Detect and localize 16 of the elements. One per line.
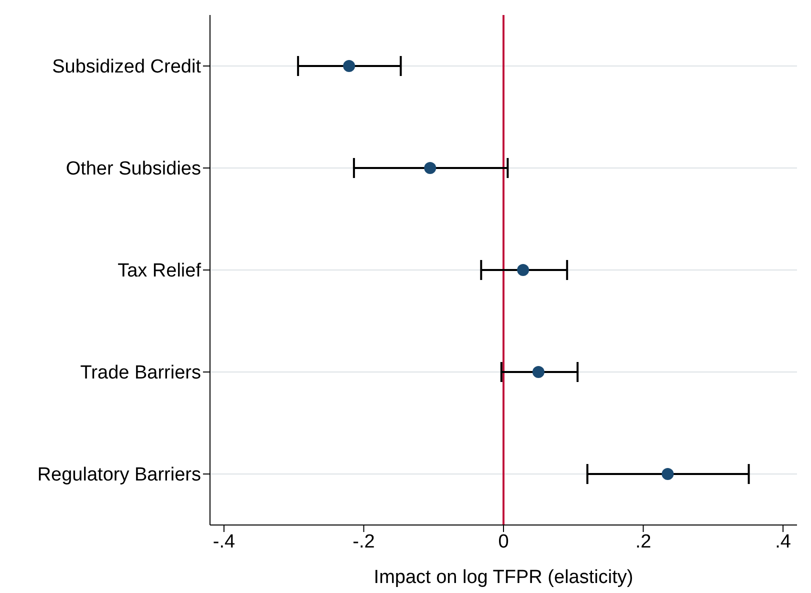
x-tick-label: -.4	[212, 531, 236, 552]
x-axis-title: Impact on log TFPR (elasticity)	[374, 567, 634, 588]
point	[532, 366, 544, 378]
x-tick-label: .4	[775, 531, 792, 552]
point	[343, 60, 356, 72]
x-tick-label: -.2	[352, 531, 375, 552]
y-tick-label: Tax Relief	[118, 260, 202, 282]
y-tick-label: Regulatory Barriers	[37, 464, 201, 486]
y-tick-label: Subsidized Credit	[52, 56, 202, 78]
point	[662, 468, 674, 480]
x-tick-label: .2	[635, 531, 652, 552]
x-tick-label: 0	[498, 531, 509, 552]
point	[517, 264, 530, 276]
point	[424, 162, 436, 174]
y-tick-label: Other Subsidies	[66, 158, 201, 180]
y-tick-label: Trade Barriers	[80, 362, 201, 384]
